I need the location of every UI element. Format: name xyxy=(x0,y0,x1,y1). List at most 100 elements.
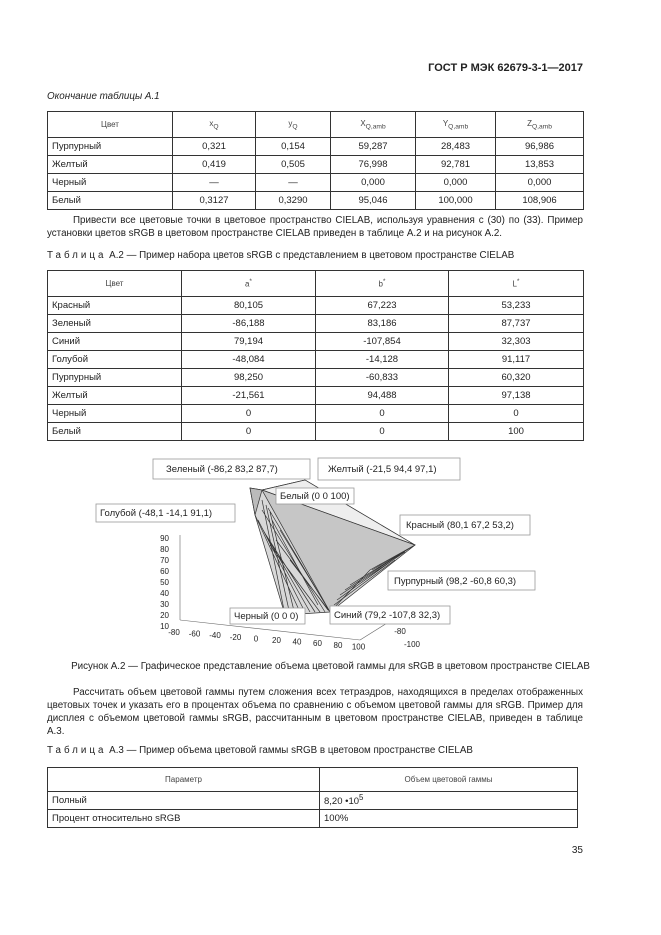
caption-text: А.3 — Пример объема цветовой гаммы sRGB … xyxy=(109,745,473,756)
subscript: Q,amb xyxy=(448,123,469,131)
row: Пурпурный 0,321 0,154 59,287 28,483 96,986 xyxy=(47,137,584,156)
cell: 76,998 xyxy=(330,155,416,174)
subscript: Q xyxy=(213,123,219,131)
cell-text: 0 xyxy=(513,408,519,419)
cell-text: Объем цветовой гаммы xyxy=(404,775,493,784)
cell: 59,287 xyxy=(330,137,416,156)
point-label: Красный (80,1 67,2 53,2) xyxy=(406,520,514,531)
row: Синий 79,194 -107,854 32,303 xyxy=(47,332,584,351)
point-label: Синий (79,2 -107,8 32,3) xyxy=(334,610,440,621)
axis-label: 10 xyxy=(160,622,169,631)
cell: 87,737 xyxy=(448,314,584,333)
cell-text: 59,287 xyxy=(358,141,388,152)
table-caption: Окончание таблицы А.1 xyxy=(47,91,160,102)
header-cell: b* xyxy=(315,270,449,297)
cell-text: 0 xyxy=(379,408,385,419)
axis-label: -40 xyxy=(209,631,221,640)
cell-text: Пурпурный xyxy=(52,372,102,383)
axis-label: 60 xyxy=(160,567,169,576)
cell-text: Параметр xyxy=(165,775,202,784)
header-cell: ZQ,amb xyxy=(495,111,584,138)
cell-text: Пурпурный xyxy=(52,141,102,152)
caption-text: А.2 — Пример набора цветов sRGB с предст… xyxy=(109,250,515,261)
cell-text: 0,505 xyxy=(281,159,305,170)
table: Цвет a* b* L* Красный 80,105 67,223 53,233 Зелен… xyxy=(47,270,584,441)
cell: -48,084 xyxy=(181,350,316,369)
row: Черный 0 0 0 xyxy=(47,404,584,423)
cell-text: Цвет xyxy=(101,120,119,129)
cell: 0 xyxy=(315,404,449,423)
cell: 67,223 xyxy=(315,296,449,315)
cell-text: Черный xyxy=(52,408,87,419)
cell-text: 0,000 xyxy=(443,177,468,188)
cell: 0,3127 xyxy=(172,191,256,210)
row: Голубой -48,084 -14,128 91,117 xyxy=(47,350,584,369)
table-caption: Таблица А.3 — Пример объема цветовой гам… xyxy=(47,745,473,756)
cell-text: 80,105 xyxy=(233,300,264,311)
cell-text: 79,194 xyxy=(233,336,264,347)
cell: Синий xyxy=(47,332,182,351)
cell-text: 83,186 xyxy=(367,318,397,329)
cell: — xyxy=(172,173,256,192)
cell-text: 13,853 xyxy=(524,159,555,170)
cell: 0,505 xyxy=(255,155,331,174)
row: Белый 0,3127 0,3290 95,046 100,000 108,906 xyxy=(47,191,584,210)
cell-text: 0,419 xyxy=(202,159,226,170)
figure-caption: Рисунок А.2 — Графическое представление … xyxy=(71,661,590,672)
cell-text: 53,233 xyxy=(501,300,531,311)
cell: 98,250 xyxy=(181,368,316,387)
cell-text: 108,906 xyxy=(522,195,557,206)
axis-label: -20 xyxy=(230,633,242,642)
axis-label: 50 xyxy=(160,578,169,587)
cell: 0 xyxy=(448,404,584,423)
axis-label: 30 xyxy=(160,600,169,609)
cell: Полный xyxy=(47,791,320,810)
point-label: Пурпурный (98,2 -60,8 60,3) xyxy=(394,576,516,587)
superscript: * xyxy=(249,278,253,286)
cell: Пурпурный xyxy=(47,368,182,387)
axis-label: 60 xyxy=(313,639,322,648)
header-cell: YQ,amb xyxy=(415,111,496,138)
cell-text: Белый xyxy=(52,426,81,437)
header-row: Цвет xQ yQ XQ,amb YQ,amb ZQ,amb xyxy=(47,111,584,138)
point-label: Зеленый (-86,2 83,2 87,7) xyxy=(166,464,278,475)
superscript: * xyxy=(516,278,520,286)
row: Полный 8,20 •105 xyxy=(47,791,578,810)
cell: Черный xyxy=(47,173,173,192)
cell: 0,000 xyxy=(415,173,496,192)
cell-text: 8,20 •10 xyxy=(324,796,360,808)
cell-text: 76,998 xyxy=(358,159,388,170)
header-cell: yQ xyxy=(255,111,331,138)
header-cell: xQ xyxy=(172,111,256,138)
header-cell: L* xyxy=(448,270,584,297)
cell: 0,419 xyxy=(172,155,256,174)
axis-label: 20 xyxy=(272,636,281,645)
cell: -86,188 xyxy=(181,314,316,333)
cell-text: 100,000 xyxy=(438,195,473,206)
row: Пурпурный 98,250 -60,833 60,320 xyxy=(47,368,584,387)
axis-label: -60 xyxy=(189,630,201,639)
cell-text: Красный xyxy=(52,300,91,311)
cell: 79,194 xyxy=(181,332,316,351)
cell-text: Процент относительно sRGB xyxy=(52,813,181,824)
caption-label: Таблица xyxy=(47,250,107,261)
cell: 0,154 xyxy=(255,137,331,156)
cell-text: 96,986 xyxy=(524,141,555,152)
cell: Белый xyxy=(47,422,182,441)
cell-text: 32,303 xyxy=(501,336,531,347)
cell: 13,853 xyxy=(495,155,584,174)
subscript: Q,amb xyxy=(531,123,552,131)
cell: -107,854 xyxy=(315,332,449,351)
cell: 8,20 •105 xyxy=(319,791,578,810)
cell-text: — xyxy=(288,177,298,188)
cell: -60,833 xyxy=(315,368,449,387)
gamut-solid xyxy=(249,479,416,616)
row: Зеленый -86,188 83,186 87,737 xyxy=(47,314,584,333)
cell-text: 97,138 xyxy=(501,390,531,401)
cell: -14,128 xyxy=(315,350,449,369)
cell-text: 92,781 xyxy=(440,159,471,170)
paragraph: Рассчитать объем цветовой гаммы путем сл… xyxy=(47,687,583,737)
cell: 83,186 xyxy=(315,314,449,333)
